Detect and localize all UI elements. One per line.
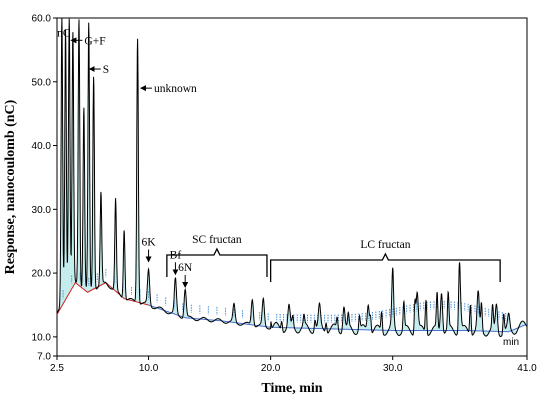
x-axis-title: Time, min — [261, 381, 322, 396]
x-tick-label: 30.0 — [383, 363, 403, 374]
area-fill — [57, 18, 527, 337]
bracket-shape — [269, 252, 501, 282]
y-tick-label: 60.0 — [32, 14, 52, 25]
x-axis-ticks: 2.5 10.0 20.0 30.0 41.0 — [50, 356, 537, 374]
baseline-late — [148, 304, 528, 333]
x-unit-label: min — [503, 337, 519, 348]
bracket-label: LC fructan — [360, 239, 410, 251]
annotation-label: 6K — [142, 237, 157, 249]
annotation-label: S — [103, 64, 109, 76]
bracket-shape — [166, 247, 268, 277]
y-tick-label: 20.0 — [32, 269, 52, 280]
y-tick-label: 50.0 — [32, 77, 52, 88]
chromatogram-line — [56, 17, 528, 337]
chromatogram-trace — [56, 17, 528, 337]
annotation-label: G+F — [84, 35, 105, 47]
x-tick-label: 10.0 — [139, 363, 159, 374]
y-tick-label: 30.0 — [32, 205, 52, 216]
annotation-label: unknown — [154, 83, 197, 95]
y-tick-label: 7.0 — [37, 352, 51, 363]
y-axis-title: Response, nanocoulomb (nC) — [3, 99, 18, 274]
x-tick-label: 2.5 — [50, 363, 64, 374]
annotation-label: nC — [57, 27, 71, 39]
x-tick-label: 41.0 — [517, 363, 537, 374]
annotation-label: 6N — [178, 262, 193, 274]
y-tick-label: 40.0 — [32, 141, 52, 152]
fructan-brackets: SC fructan LC fructan — [166, 234, 501, 282]
y-tick-label: 10.0 — [32, 332, 52, 343]
bracket-label: SC fructan — [192, 234, 242, 246]
y-axis-ticks: 7.0 10.0 20.0 30.0 40.0 50.0 60.0 — [32, 14, 57, 363]
area-fill-path — [57, 18, 527, 337]
integration-marks — [62, 269, 510, 323]
plot-frame — [56, 17, 528, 357]
x-tick-label: 20.0 — [261, 363, 281, 374]
